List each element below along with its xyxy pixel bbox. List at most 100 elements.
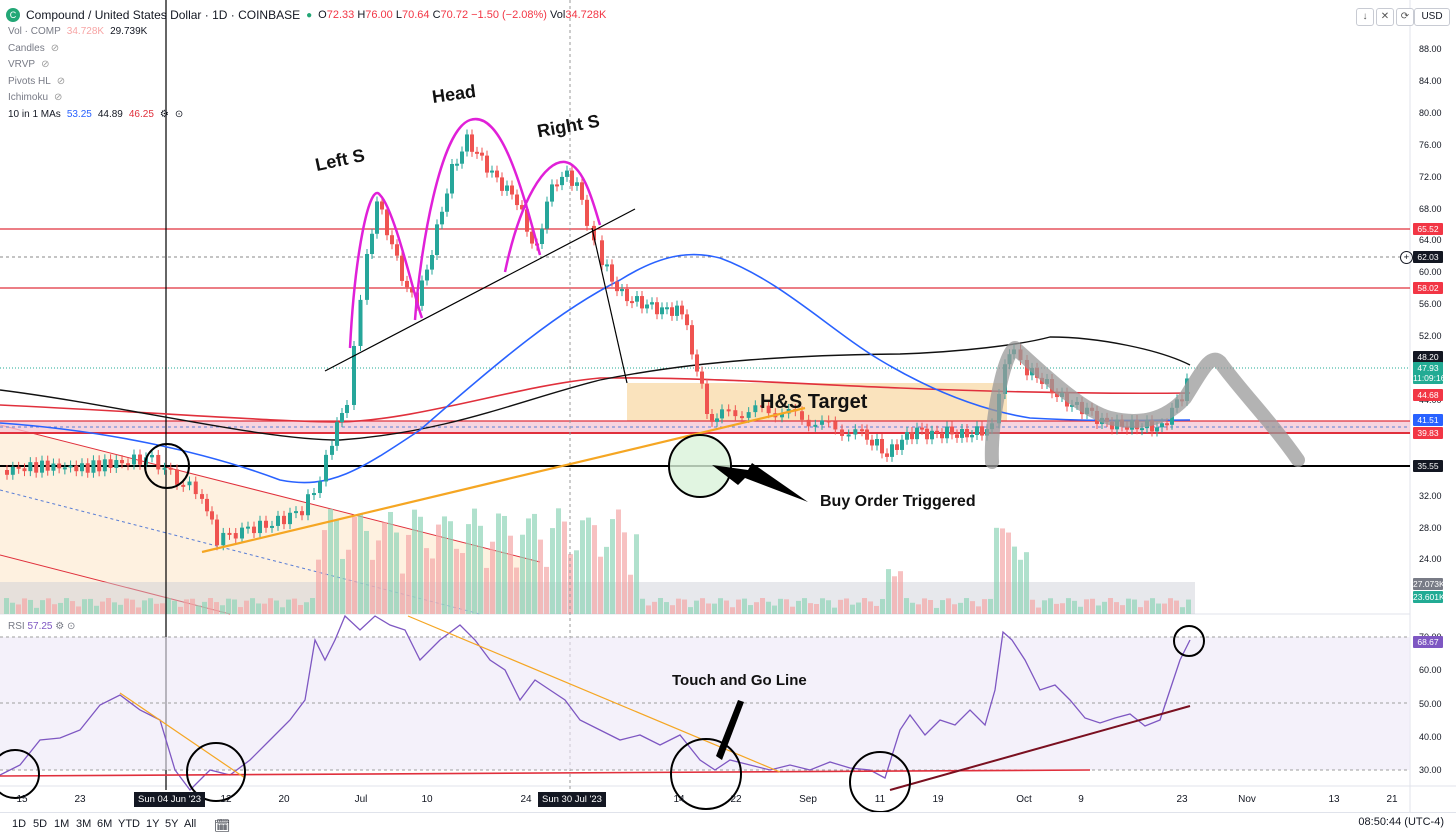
volume-bar [730,607,735,614]
volume-bar [232,599,237,614]
symbol-legend[interactable]: C Compound / United States Dollar · 1D ·… [6,8,606,22]
volume-legend[interactable]: Vol · COMP 34.728K 29.739K [8,26,148,37]
candle-body [885,453,889,457]
candle-body [880,439,884,454]
time-tick: 21 [1386,794,1398,805]
candle-body [294,511,298,514]
currency-selector[interactable]: USD [1414,8,1450,26]
pivots-legend[interactable]: Pivots HL ⊘ [8,76,66,87]
volume-bar [688,607,693,614]
time-tick: 12 [220,794,232,805]
candle-body [890,444,894,457]
candle-body [375,201,379,234]
range-button-1y[interactable]: 1Y [146,818,160,830]
candle-body [16,466,21,469]
clock[interactable]: 08:50:44 (UTC-4) [1358,816,1444,828]
volume-bar [784,599,789,614]
candle-body [233,533,238,539]
ichimoku-legend[interactable]: Ichimoku ⊘ [8,92,63,103]
eye-hidden-icon[interactable]: ⊘ [50,43,60,54]
range-button-all[interactable]: All [184,818,197,830]
candles-legend[interactable]: Candles ⊘ [8,43,60,54]
volume-bar [322,530,327,614]
candle-body [85,463,90,473]
crosshair-date-july: Sun 30 Jul '23 [538,792,606,807]
candle-body [665,307,669,310]
volume-bar [514,567,519,614]
candle-body [690,325,694,355]
volume-bar [802,598,807,614]
mas-legend[interactable]: 10 in 1 MAs 53.25 44.89 46.25 ⚙ ⊙ [8,109,184,120]
candle-body [960,429,964,438]
range-button-5y[interactable]: 5Y [165,818,179,830]
volume-bar [1132,599,1137,614]
volume-bar [1024,552,1029,614]
candle-body [288,512,292,525]
candle-body [156,454,161,470]
refresh-icon[interactable]: ⟳ [1396,8,1414,26]
candle-body [258,520,262,534]
candle-body [806,419,811,427]
candle-body [746,412,751,418]
volume-bar [1150,598,1155,614]
candle-body [162,467,167,470]
candle-body [264,520,268,528]
volume-bar [694,600,699,614]
rsi-tick: 40.00 [1419,731,1442,742]
volume-bar [1180,607,1185,614]
volume-bar [616,509,621,614]
volume-bar [286,599,291,614]
candle-body [515,194,519,206]
volume-bar [28,599,33,614]
time-tick: Nov [1238,794,1256,805]
rsi-downtrend-orange-1 [119,692,246,779]
vrvp-legend[interactable]: VRVP ⊘ [8,59,50,70]
range-button-3m[interactable]: 3M [76,818,92,830]
candle-body [660,307,664,315]
eye-hidden-icon[interactable]: ⊘ [41,59,50,70]
volume-bar [580,520,585,614]
range-button-ytd[interactable]: YTD [118,818,140,830]
more-icon[interactable]: ⊙ [174,109,184,120]
candle-body [1110,421,1114,430]
candle-body [870,439,874,446]
more-icon[interactable]: ⊙ [67,621,76,632]
rsi-legend[interactable]: RSI 57.25 ⚙ ⊙ [8,621,76,632]
time-tick: 19 [932,794,944,805]
volume-bar [742,598,747,614]
symbol-title[interactable]: Compound / United States Dollar · 1D · C… [26,8,301,22]
range-button-5d[interactable]: 5D [33,818,48,830]
settings-icon[interactable]: ⚙ [55,621,65,632]
volume-bar [1168,598,1173,614]
range-button-1d[interactable]: 1D [12,818,27,830]
range-button-1m[interactable]: 1M [54,818,70,830]
settings-icon[interactable]: ⚙ [159,109,169,120]
volume-bar [664,602,669,614]
candle-body [650,302,654,305]
close-icon[interactable]: ✕ [1376,8,1394,26]
candle-body [80,463,84,472]
range-button-6m[interactable]: 6M [97,818,113,830]
candle-body [630,301,634,304]
add-alert-icon[interactable]: + [1400,251,1413,264]
candle-body [205,498,209,512]
candle-body [485,155,489,173]
volume-bar [484,567,489,614]
candle-body [940,433,944,439]
volume-bar [352,516,357,614]
volume-bar [214,602,219,614]
calendar-icon[interactable]: 🗓 [214,818,231,833]
volume-bar [226,598,231,614]
volume-bar [328,508,333,614]
eye-hidden-icon[interactable]: ⊘ [56,76,66,87]
channel-mid-line [0,489,481,615]
volume-bar [640,598,645,614]
download-icon[interactable]: ↓ [1356,8,1374,26]
buy-order-circle [668,434,732,498]
eye-hidden-icon[interactable]: ⊘ [54,92,63,103]
candle-body [306,494,310,516]
candle-body [545,201,549,229]
candle-body [270,525,274,528]
time-tick: 9 [1078,794,1084,805]
